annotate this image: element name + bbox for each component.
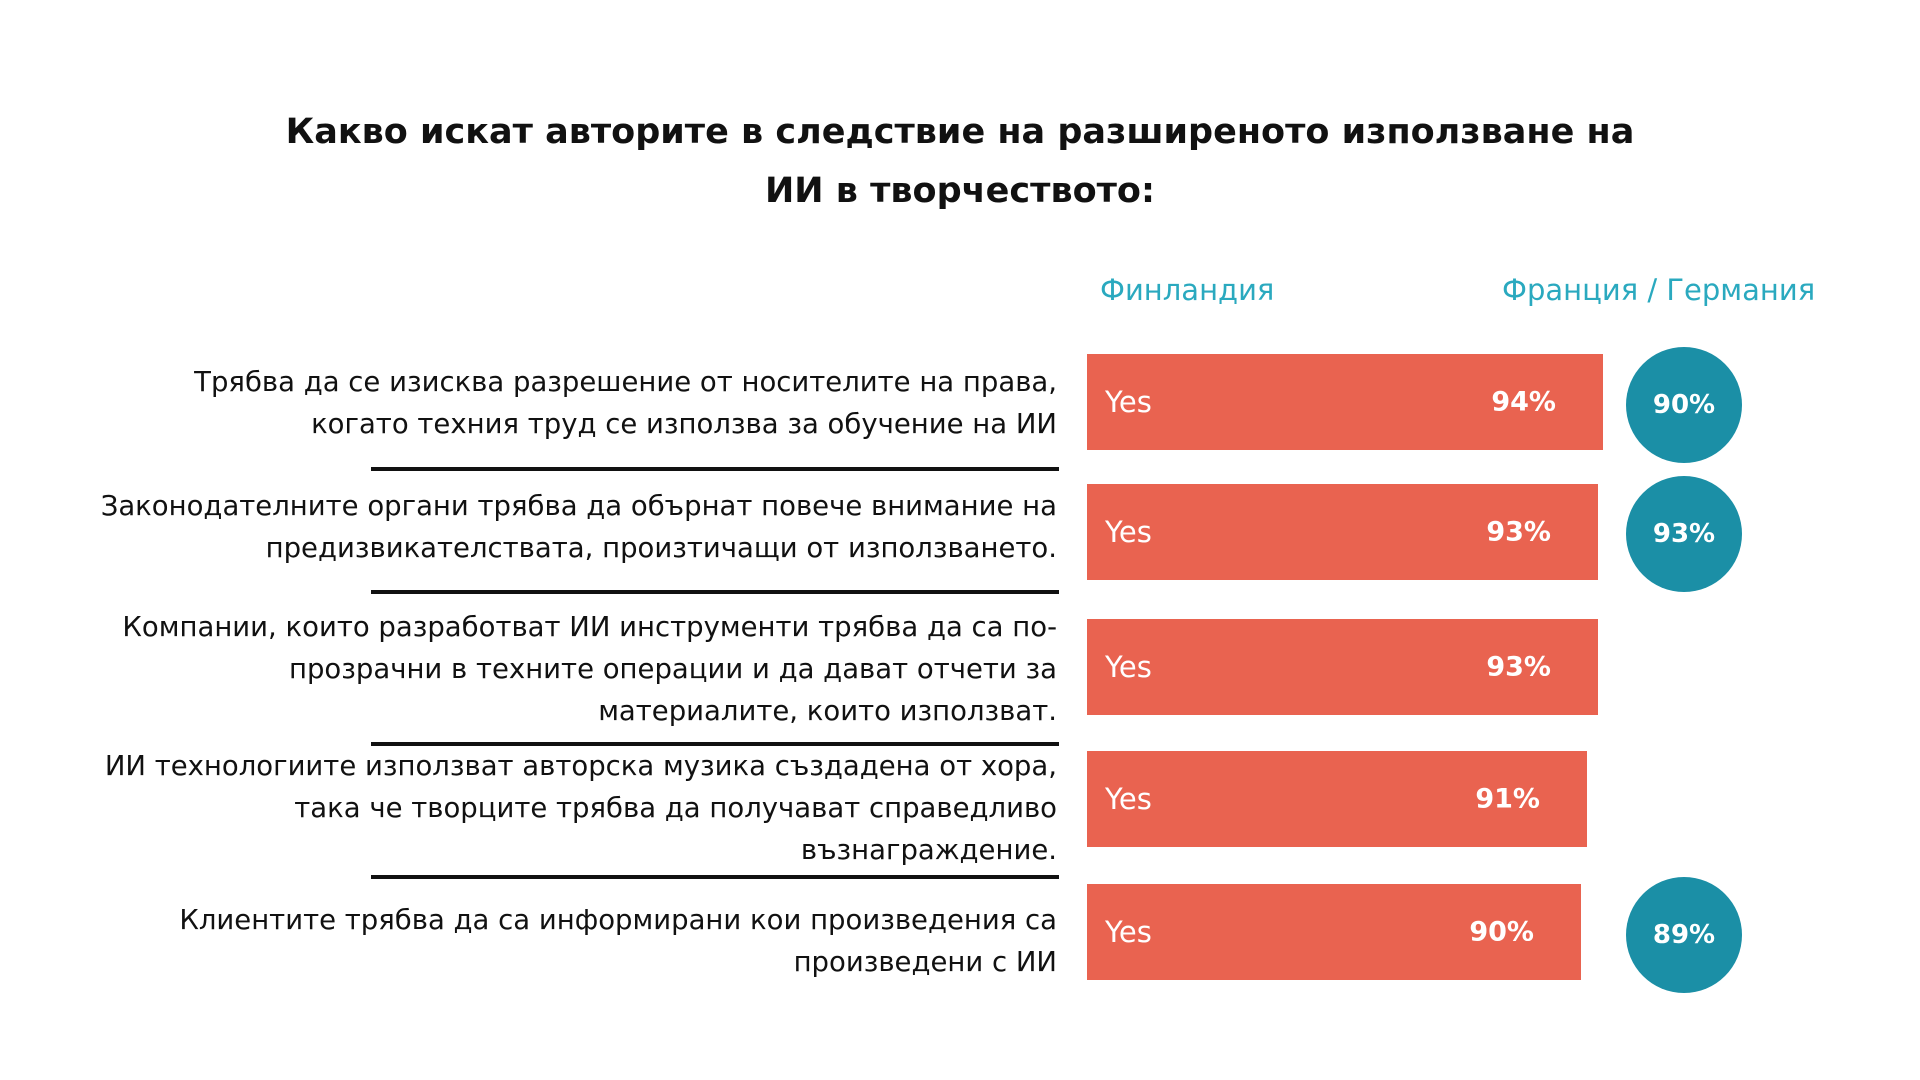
row-3-line-3: материалите, които използват.: [598, 695, 1057, 727]
row-1-bar-value-label: 94%: [1491, 386, 1556, 418]
row-5-line-1: Клиентите трябва да са информирани кои п…: [179, 904, 1057, 936]
row-2-finland-bar: Yes 93%: [1087, 484, 1598, 580]
column-header-finland: Финландия: [1100, 273, 1275, 307]
row-2-line-1: Законодателните органи трябва да обърнат…: [100, 490, 1057, 522]
row-1-line-2: когато техния труд се използва за обучен…: [311, 408, 1057, 440]
row-1-line-1: Трябва да се изисква разрешение от носит…: [194, 366, 1057, 398]
row-divider-2: [371, 590, 1059, 594]
row-4-line-1: ИИ технологиите използват авторска музик…: [104, 750, 1057, 782]
row-3-bar-yes-label: Yes: [1105, 650, 1152, 684]
row-4-line-3: възнаграждение.: [800, 834, 1057, 866]
row-5-statement: Клиентите трябва да са информирани кои п…: [57, 899, 1057, 983]
row-4-bar-yes-label: Yes: [1105, 782, 1152, 816]
row-1-finland-bar: Yes 94%: [1087, 354, 1603, 450]
row-2-statement: Законодателните органи трябва да обърнат…: [57, 485, 1057, 569]
row-2-bar-value-label: 93%: [1486, 516, 1551, 548]
row-1-statement: Трябва да се изисква разрешение от носит…: [57, 361, 1057, 445]
row-3-statement: Компании, които разработват ИИ инструмен…: [57, 606, 1057, 732]
row-3-line-2: прозрачни в техните операции и да дават …: [289, 653, 1057, 685]
chart-title-line-2: ИИ в творчеството:: [765, 171, 1155, 211]
row-4-line-2: така че творците трябва да получават спр…: [294, 792, 1057, 824]
row-divider-3: [371, 742, 1059, 746]
row-4-finland-bar: Yes 91%: [1087, 751, 1587, 847]
row-4-statement: ИИ технологиите използват авторска музик…: [57, 745, 1057, 871]
row-divider-1: [371, 467, 1059, 471]
row-5-france-germany-circle: 89%: [1626, 877, 1742, 993]
row-5-finland-bar: Yes 90%: [1087, 884, 1581, 980]
row-3-line-1: Компании, които разработват ИИ инструмен…: [122, 611, 1057, 643]
column-header-france-germany: Франция / Германия: [1502, 273, 1816, 307]
row-3-finland-bar: Yes 93%: [1087, 619, 1598, 715]
row-2-line-2: предизвикателствата, произтичащи от изпо…: [265, 532, 1057, 564]
row-1-bar-yes-label: Yes: [1105, 385, 1152, 419]
row-5-line-2: произведени с ИИ: [793, 946, 1057, 978]
row-2-france-germany-circle: 93%: [1626, 476, 1742, 592]
row-1-france-germany-circle: 90%: [1626, 347, 1742, 463]
chart-title-line-1: Какво искат авторите в следствие на разш…: [285, 112, 1635, 152]
row-4-bar-value-label: 91%: [1475, 783, 1540, 815]
row-5-bar-yes-label: Yes: [1105, 915, 1152, 949]
row-3-bar-value-label: 93%: [1486, 651, 1551, 683]
chart-title: Какво искат авторите в следствие на разш…: [0, 103, 1920, 221]
row-divider-4: [371, 875, 1059, 879]
row-2-bar-yes-label: Yes: [1105, 515, 1152, 549]
row-5-bar-value-label: 90%: [1469, 916, 1534, 948]
